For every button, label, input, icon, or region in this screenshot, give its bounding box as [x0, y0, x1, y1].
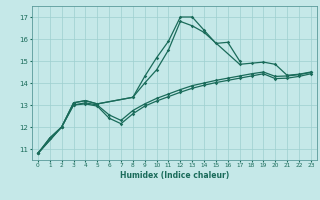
X-axis label: Humidex (Indice chaleur): Humidex (Indice chaleur)	[120, 171, 229, 180]
